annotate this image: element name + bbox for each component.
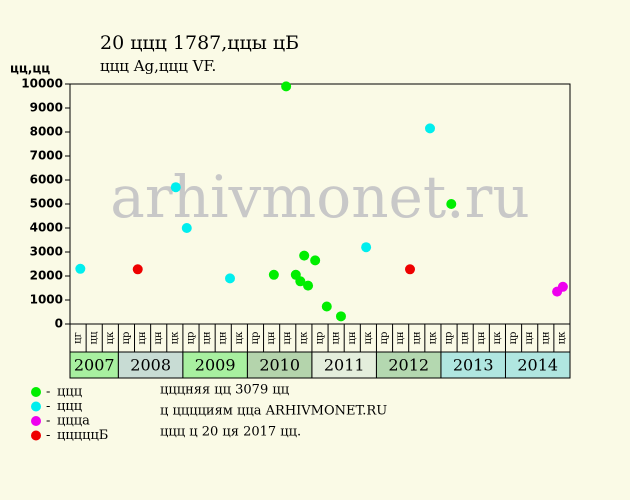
legend-marker (31, 401, 41, 412)
quarter-label: цн (524, 331, 535, 344)
quarter-label: цр (250, 332, 261, 345)
quarter-label: цк (169, 331, 180, 344)
point (281, 81, 292, 92)
note: ццц ц 20 ця 2017 цц. (160, 425, 301, 440)
year-label: 2008 (130, 356, 171, 375)
year-band (311, 351, 377, 379)
point (170, 182, 181, 193)
point (303, 280, 314, 291)
year-band (246, 351, 313, 379)
legend-label: ццца (57, 414, 90, 429)
quarter-label: цн (282, 331, 293, 344)
quarter-label: цр (185, 332, 196, 345)
point (425, 123, 435, 134)
year-label: 2012 (388, 356, 429, 375)
quarter-label: цн (153, 331, 164, 344)
y-tick-label: 4000 (30, 221, 63, 235)
year-band (117, 351, 184, 379)
quarter-label: цг (73, 332, 84, 344)
year-label: 2009 (195, 356, 236, 375)
year-band (69, 351, 119, 379)
quarter-label: цк (234, 331, 245, 344)
quarter-label: цр (121, 332, 132, 345)
point (295, 276, 306, 287)
quarter-label: цн (540, 331, 551, 344)
quarter-label: цк (105, 331, 116, 344)
year-label: 2007 (74, 356, 115, 375)
quarter-label: цк (427, 331, 438, 344)
y-tick-label: 6000 (30, 173, 63, 187)
y-tick-label: 9000 (30, 101, 63, 115)
year-band (182, 351, 248, 379)
y-tick-label: 7000 (30, 149, 63, 163)
quarter-label: цн (395, 331, 406, 344)
quarter-label: цк (492, 331, 503, 344)
point (321, 301, 332, 312)
quarter-label: цк (298, 331, 309, 344)
y-tick-label: 5000 (30, 197, 63, 211)
legend-dash: - (46, 385, 50, 400)
year-band (504, 351, 571, 379)
quarter-label: цн (476, 331, 487, 344)
year-band (440, 351, 506, 379)
watermark: arhivmonet.ru (110, 163, 529, 231)
legend-label: ццц (57, 385, 82, 400)
quarter-label: цн (137, 331, 148, 344)
point (225, 273, 235, 284)
quarter-label: цн (266, 331, 277, 344)
quarter-label: цр (444, 332, 455, 345)
legend-marker (31, 430, 41, 441)
y-tick-label: 10000 (21, 77, 63, 91)
y-tick-label: 8000 (30, 125, 63, 139)
point (361, 242, 372, 253)
legend-label: цццццБ (57, 428, 108, 443)
legend-marker (31, 416, 41, 426)
point (335, 311, 346, 322)
point (132, 264, 143, 275)
quarter-label: цц (89, 331, 100, 344)
quarter-label: цн (218, 331, 229, 344)
chart-subtitle: ццц Ag,ццц VF. (100, 57, 216, 75)
y-axis-label: цц,цц (10, 62, 50, 76)
legend-dash: - (46, 428, 50, 443)
quarter-label: цн (331, 331, 342, 344)
legend-dash: - (46, 414, 50, 429)
year-band (375, 351, 442, 379)
y-tick-label: 2000 (30, 269, 63, 283)
quarter-label: цн (202, 331, 213, 344)
point (310, 255, 321, 266)
legend-marker (31, 387, 41, 397)
quarter-label: цн (411, 331, 422, 344)
point (299, 250, 310, 261)
point (75, 263, 86, 274)
legend-dash: - (46, 399, 50, 414)
note: цццняя цц 3079 цц (160, 383, 289, 398)
point (181, 223, 192, 233)
quarter-label: цк (556, 331, 567, 344)
point (268, 269, 279, 280)
quarter-label: цр (315, 332, 326, 345)
year-label: 2011 (324, 356, 365, 375)
legend-label: ццц (57, 399, 82, 414)
quarter-label: цр (379, 332, 390, 345)
year-label: 2013 (453, 356, 494, 375)
point (405, 264, 415, 275)
quarter-label: цн (460, 331, 471, 344)
quarter-label: цр (508, 332, 519, 345)
point (557, 281, 568, 292)
year-label: 2014 (517, 356, 558, 375)
point (446, 199, 457, 209)
y-tick-label: 3000 (30, 245, 63, 259)
year-label: 2010 (259, 356, 300, 375)
chart-title: 20 ццц 1787,ццы цБ (100, 32, 299, 54)
quarter-label: цн (347, 331, 358, 344)
y-tick-label: 0 (55, 317, 63, 331)
quarter-label: цк (363, 331, 374, 344)
y-tick-label: 1000 (30, 293, 63, 307)
note: ц цццциям цца ARHIVMONET.RU (160, 404, 387, 419)
